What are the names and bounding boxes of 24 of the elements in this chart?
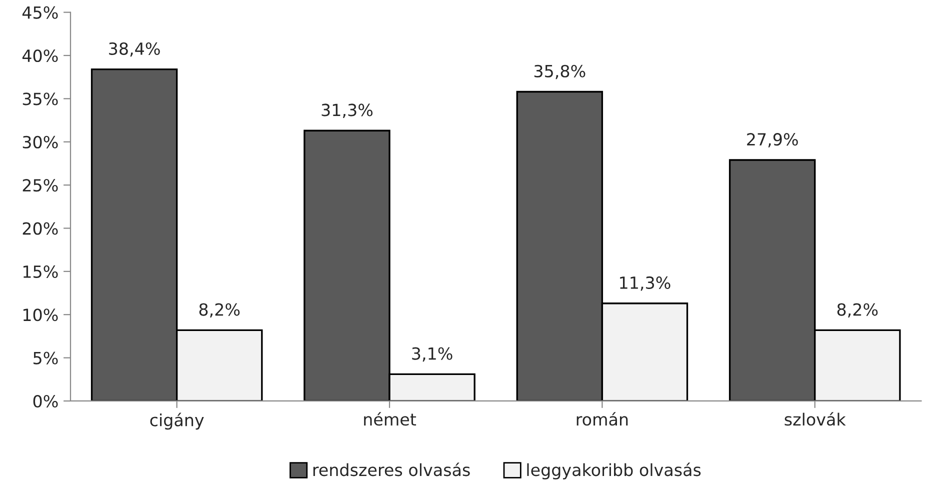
data-label: 8,2% — [199, 303, 240, 318]
data-label: 31,3% — [322, 104, 373, 118]
y-tick-label: 30% — [22, 136, 58, 148]
y-tick-label: 40% — [22, 49, 58, 62]
y-tick-label: 0% — [33, 394, 58, 408]
y-tick-label: 25% — [22, 179, 58, 192]
y-tick-label: 35% — [22, 92, 58, 106]
data-label: 38,4% — [109, 42, 160, 57]
legend-label: leggyakoribb olvasás — [527, 462, 701, 480]
y-tick-label: 5% — [34, 352, 58, 364]
data-label: 27,9% — [747, 133, 798, 148]
x-tick-label: cigány — [150, 412, 204, 430]
x-tick-label: szlovák — [784, 412, 846, 426]
x-tick-label: német — [364, 412, 416, 426]
x-tick-label: román — [576, 412, 628, 426]
data-label: 11,3% — [620, 276, 670, 291]
legend-label: rendszeres olvasás — [313, 462, 470, 476]
data-label: 3,1% — [412, 347, 452, 362]
data-label: 35,8% — [534, 64, 586, 80]
y-tick-label: 15% — [23, 265, 58, 278]
y-tick-label: 20% — [22, 222, 58, 235]
y-tick-label: 45% — [22, 6, 58, 19]
data-label: 8,2% — [837, 303, 878, 318]
y-tick-label: 10% — [23, 308, 58, 322]
